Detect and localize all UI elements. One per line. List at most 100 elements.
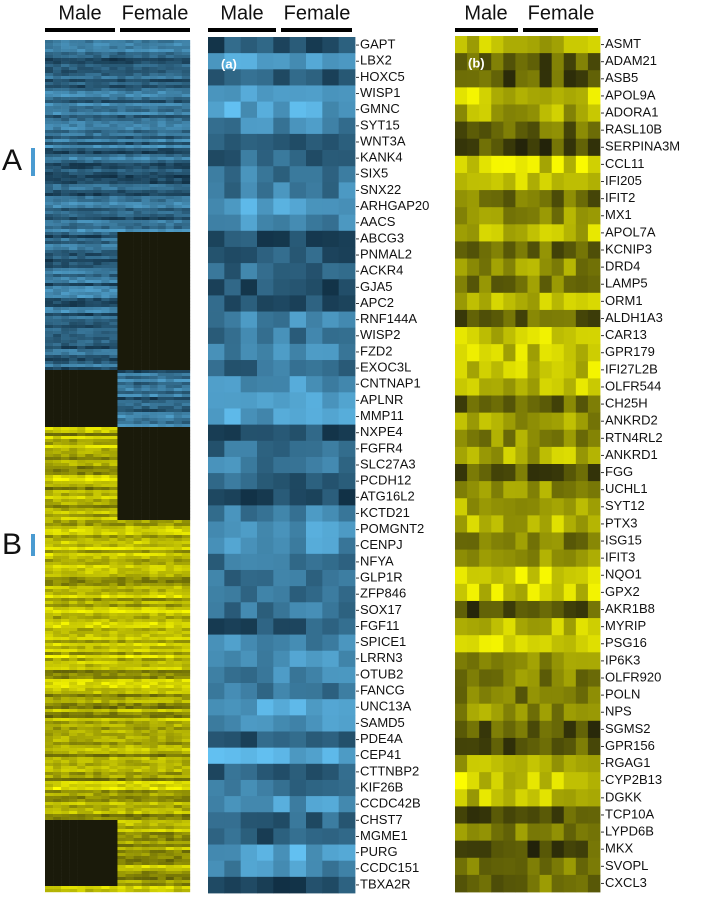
heatmap-cell <box>157 553 166 557</box>
heatmap-cell <box>117 394 126 398</box>
heatmap-cell <box>117 649 126 653</box>
heatmap-cell <box>141 478 150 482</box>
heatmap-cell <box>61 697 70 701</box>
heatmap-cell <box>133 673 142 677</box>
heatmap-cell <box>125 595 134 599</box>
heatmap-cell <box>77 508 86 512</box>
heatmap-cell <box>133 796 142 800</box>
heatmap-cell <box>149 802 158 806</box>
heatmap-cell <box>61 511 70 515</box>
heatmap-cell <box>165 304 175 308</box>
heatmap-cell <box>53 352 62 356</box>
heatmap-cell <box>165 97 175 101</box>
heatmap-cell <box>69 232 78 236</box>
heatmap-cell <box>157 625 166 629</box>
heatmap-cell <box>165 550 175 554</box>
heatmap-cell <box>93 97 102 101</box>
heatmap-cell <box>61 826 70 830</box>
heatmap-cell <box>125 838 134 842</box>
heatmap-cell <box>133 577 142 581</box>
heatmap-cell <box>181 397 191 401</box>
heatmap-cell <box>45 826 54 830</box>
heatmap-cell <box>117 676 126 680</box>
heatmap-cell <box>125 388 134 392</box>
heatmap-cell <box>101 223 110 227</box>
heatmap-cell <box>117 52 126 56</box>
heatmap-cell <box>45 547 54 551</box>
heatmap-cell <box>45 442 54 446</box>
heatmap-cell <box>117 529 126 533</box>
heatmap-cell <box>133 115 142 119</box>
heatmap-cell <box>181 136 191 140</box>
heatmap-cell <box>85 706 94 710</box>
heatmap-cell <box>173 790 183 794</box>
heatmap-cell <box>85 472 94 476</box>
heatmap-cell <box>69 241 78 245</box>
heatmap-cell <box>133 328 142 332</box>
heatmap-cell <box>141 586 150 590</box>
heatmap-cell <box>181 769 191 773</box>
heatmap-cell <box>149 562 158 566</box>
heatmap-cell <box>69 202 78 206</box>
heatmap-cell <box>117 268 126 272</box>
heatmap-cell <box>85 502 94 506</box>
heatmap-cell <box>53 619 62 623</box>
heatmap-cell <box>157 547 166 551</box>
heatmap-cell <box>141 445 150 449</box>
heatmap-cell <box>157 301 166 305</box>
heatmap-cell <box>93 538 102 542</box>
heatmap-cell <box>109 46 118 50</box>
heatmap-cell <box>61 520 70 524</box>
heatmap-cell <box>85 106 94 110</box>
heatmap-cell <box>173 178 183 182</box>
heatmap-cell <box>93 475 102 479</box>
heatmap-cell <box>101 421 110 425</box>
heatmap-cell <box>61 817 70 821</box>
heatmap-cell <box>109 760 118 764</box>
heatmap-cell <box>181 169 191 173</box>
heatmap-cell <box>53 361 62 365</box>
heatmap-cell <box>69 367 78 371</box>
heatmap-cell <box>133 370 142 374</box>
heatmap-cell <box>85 355 94 359</box>
heatmap-cell <box>133 421 142 425</box>
heatmap-cell <box>141 565 150 569</box>
heatmap-cell <box>165 457 175 461</box>
heatmap-cell <box>117 487 126 491</box>
heatmap-cell <box>93 175 102 179</box>
heatmap-cell <box>141 97 150 101</box>
heatmap-cell <box>117 610 126 614</box>
heatmap-cell <box>141 559 150 563</box>
heatmap-cell <box>101 505 110 509</box>
heatmap-cell <box>141 634 150 638</box>
heatmap-cell <box>93 544 102 548</box>
heatmap-cell <box>45 253 54 257</box>
heatmap-cell <box>157 568 166 572</box>
heatmap-cell <box>149 148 158 152</box>
heatmap-cell <box>157 646 166 650</box>
heatmap-cell <box>109 865 118 869</box>
heatmap-cell <box>181 508 191 512</box>
heatmap-cell <box>133 322 142 326</box>
heatmap-cell <box>61 712 70 716</box>
heatmap-cell <box>85 664 94 668</box>
heatmap-cell <box>141 193 150 197</box>
heatmap-cell <box>93 754 102 758</box>
heatmap-cell <box>117 826 126 830</box>
heatmap-cell <box>85 778 94 782</box>
heatmap-cell <box>45 808 54 812</box>
heatmap-cell <box>181 76 191 80</box>
heatmap-cell <box>125 289 134 293</box>
heatmap-cell <box>109 178 118 182</box>
heatmap-cell <box>173 523 183 527</box>
heatmap-cell <box>125 721 134 725</box>
heatmap-cell <box>133 145 142 149</box>
heatmap-cell <box>109 190 118 194</box>
heatmap-cell <box>69 472 78 476</box>
heatmap-cell <box>85 208 94 212</box>
heatmap-cell <box>117 745 126 749</box>
heatmap-cell <box>93 820 102 824</box>
heatmap-cell <box>165 511 175 515</box>
heatmap-cell <box>149 508 158 512</box>
heatmap-cell <box>181 190 191 194</box>
